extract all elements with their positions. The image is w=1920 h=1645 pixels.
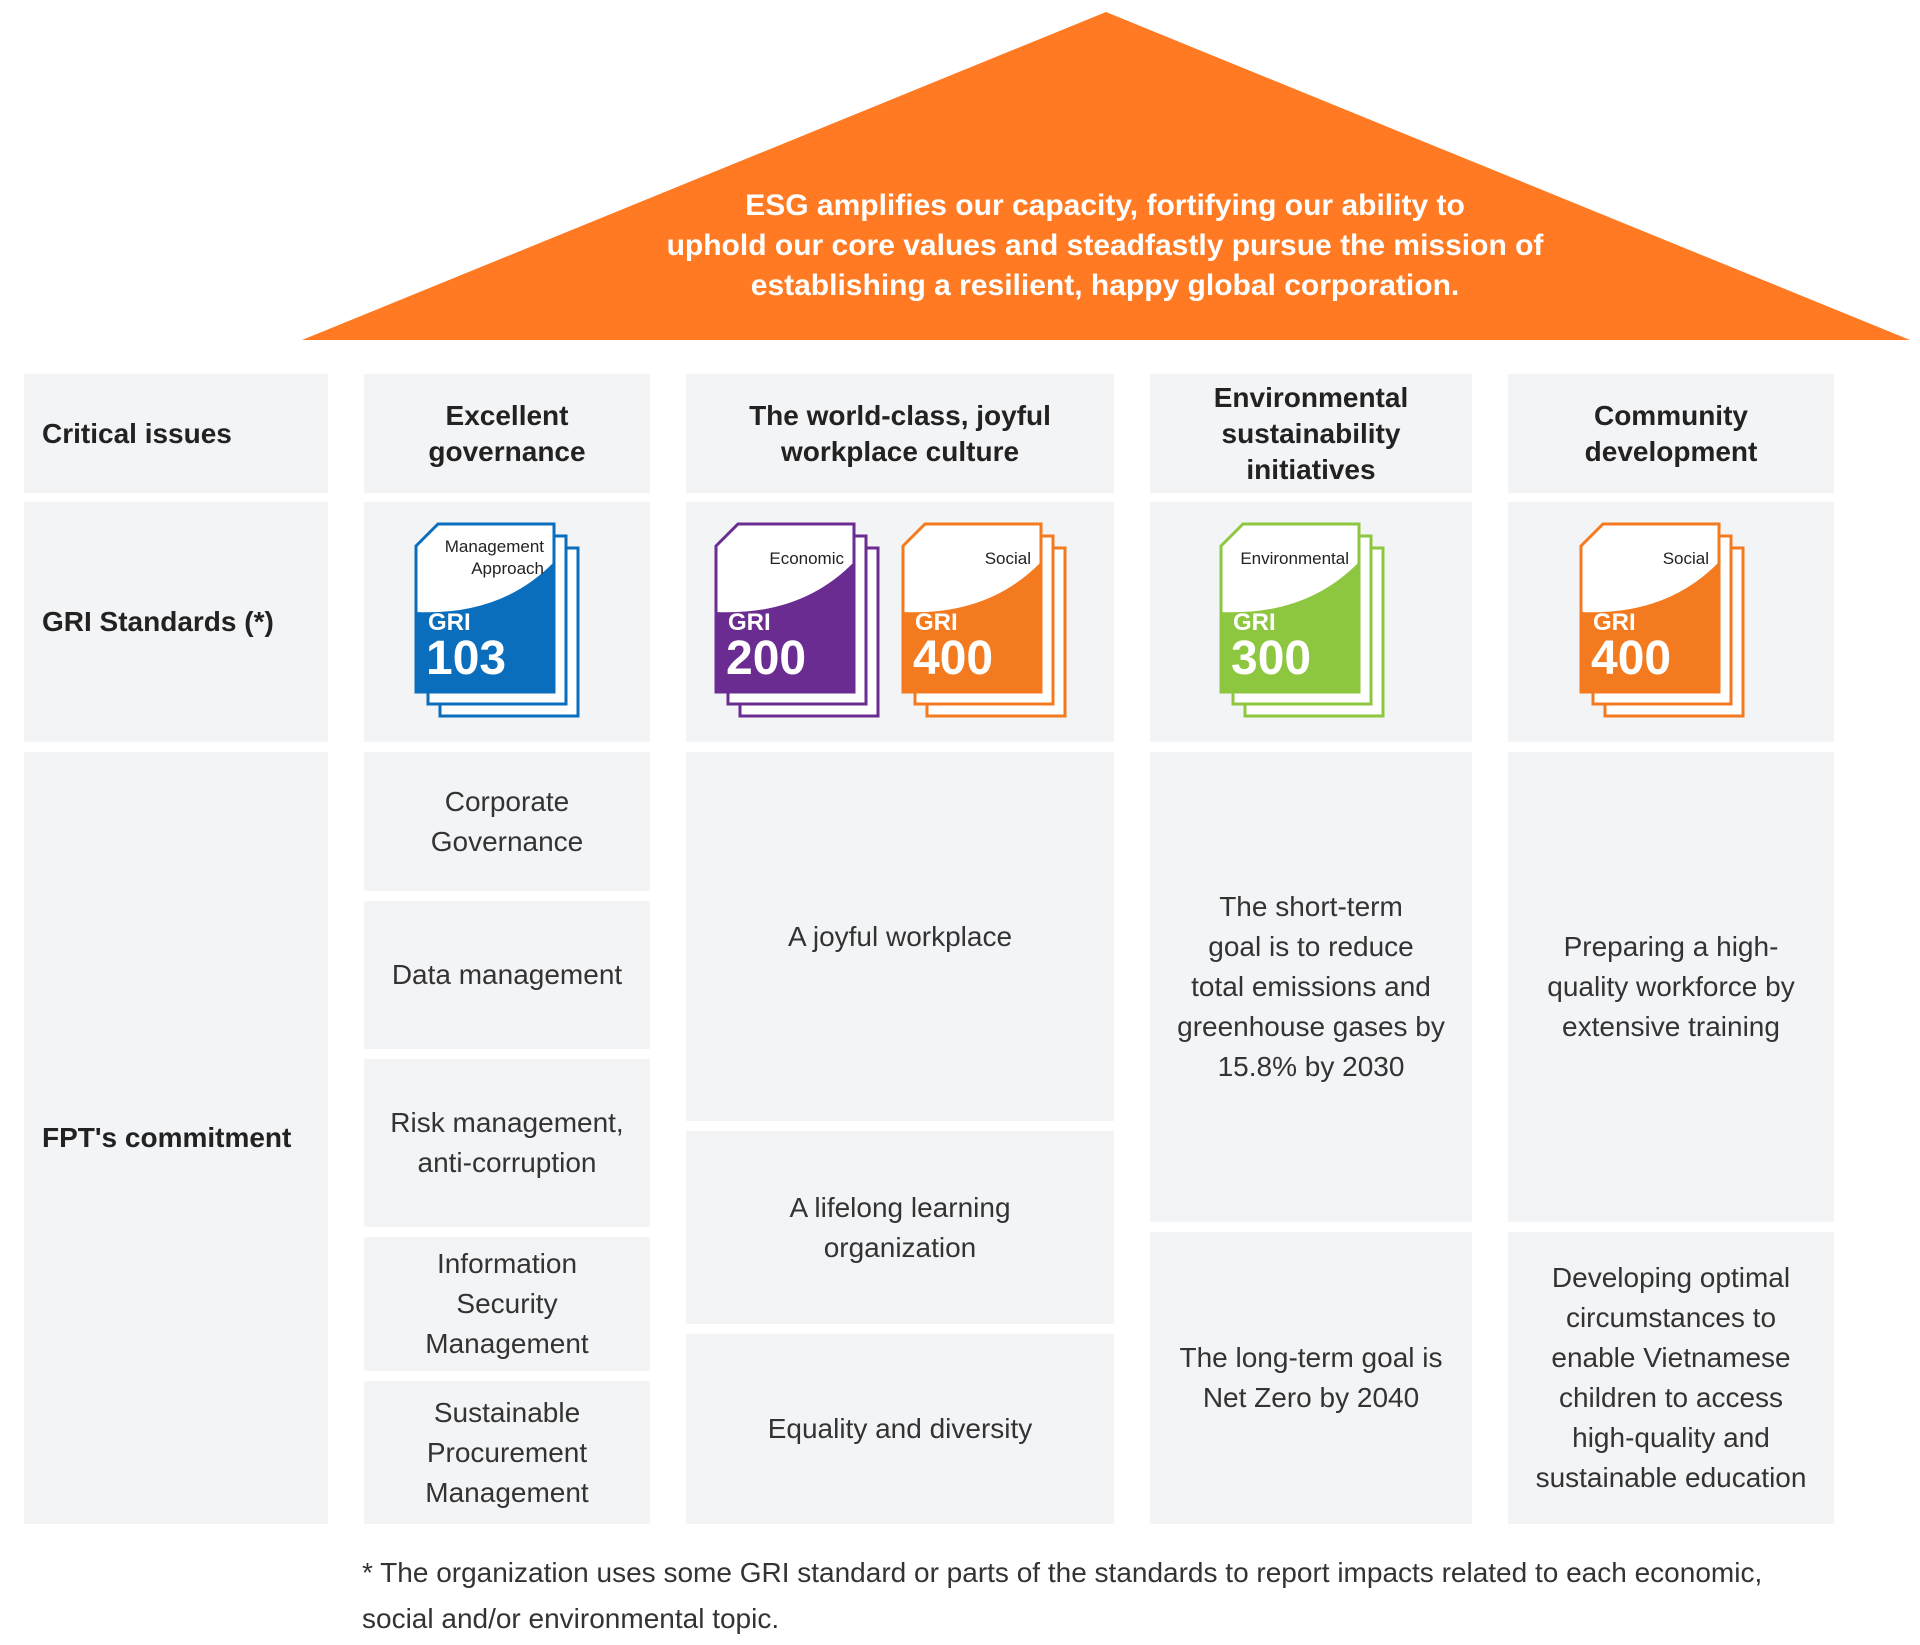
heading-line: governance [428,435,586,467]
commitment-line: Preparing a high- [1563,931,1779,962]
gri-word: GRI [428,609,471,636]
commitment-line: Net Zero by 2040 [1202,1382,1420,1413]
footnote-line: social and/or environmental topic. [362,1603,780,1634]
heading-line: development [1584,435,1758,467]
commitment-line: greenhouse gases by [1177,1011,1445,1042]
commitment-line: children to access [1558,1382,1784,1413]
commitment-line: Risk management, [390,1107,624,1138]
commitment-line: Procurement [426,1436,588,1468]
commitment-line: enable Vietnamese [1551,1342,1791,1373]
commitment-line: circumstances to [1565,1302,1777,1333]
gri-color-band [903,562,1041,692]
gri-color-band [416,562,554,692]
commitment-line: The short-term [1219,891,1403,922]
row-label-text: Critical issues [42,417,232,449]
commitment-line: Developing optimal [1551,1262,1791,1293]
gri-number: 103 [426,632,506,685]
row-label-gri-standards: GRI Standards (*) [24,502,328,742]
commitment-line: A joyful workplace [787,920,1013,952]
commitment-corporate-governance: Corporate Governance [364,752,650,891]
column-heading-workplace: The world-class, joyful workplace culture [686,374,1114,493]
column-heading-community: Community development [1508,374,1834,493]
heading-line: Community [1593,399,1748,431]
gri-label-text: Approach [471,559,544,578]
heading-line: Excellent [445,399,569,431]
commitment-joyful-workplace: A joyful workplace [686,752,1114,1121]
row-label-text: GRI Standards (*) [42,606,274,637]
gri-word: GRI [728,609,771,636]
gri-word: GRI [1593,609,1636,636]
commitment-line: high-quality and [1572,1422,1770,1453]
commitment-workforce-training: Preparing a high-quality workforce by ext… [1508,752,1834,1222]
commitment-risk-management: Risk management, anti-corruption [364,1059,650,1227]
gri-color-band [1581,562,1719,692]
heading-line: sustainability [1221,417,1401,449]
commitment-information-security: Information Security Management [364,1237,650,1371]
roof-line: establishing a resilient, happy global c… [750,269,1460,302]
commitment-line: The long-term goal is [1179,1342,1443,1373]
commitment-line: Information [436,1248,578,1279]
gri-label-text: Economic [769,549,844,568]
commitment-line: Management [425,1476,589,1508]
commitment-line: Security [456,1288,558,1319]
commitment-equality-diversity: Equality and diversity [686,1334,1114,1524]
gri-number: 400 [1591,632,1671,685]
commitment-line: extensive training [1562,1011,1780,1042]
gri-label-text: Social [1663,549,1709,568]
commitment-line: total emissions and [1191,971,1431,1002]
commitment-line: Management [425,1328,589,1359]
commitment-line: 15.8% by 2030 [1217,1051,1405,1082]
gri-label-text: Management [445,537,545,556]
commitment-data-management: Data management [364,901,650,1049]
commitment-line: A lifelong learning [789,1191,1011,1223]
commitment-line: goal is to reduce [1208,931,1414,962]
roof-triangle [302,12,1910,340]
commitment-line: Corporate [444,785,570,817]
commitment-line: Sustainable [433,1396,581,1428]
footnote-line: * The organization uses some GRI standar… [362,1557,1763,1588]
commitment-line: Governance [430,825,584,857]
roof-banner [302,12,1910,340]
commitment-line: Equality and diversity [767,1413,1033,1444]
roof-message: ESG amplifies our capacity, fortifying o… [560,186,1650,306]
commitment-line: anti-corruption [417,1147,597,1178]
gri-number: 200 [726,632,806,685]
heading-line: initiatives [1246,453,1376,485]
footnote: * The organization uses some GRI standar… [362,1550,1862,1642]
row-label-commitment: FPT's commitment [24,752,328,1524]
gri-label-text: Environmental [1240,549,1349,568]
gri-color-band [716,562,854,692]
commitment-long-term-goal: The long-term goal is Net Zero by 2040 [1150,1232,1472,1524]
gri-color-band [1221,562,1359,692]
roof-line: ESG amplifies our capacity, fortifying o… [745,189,1465,222]
gri-number: 300 [1231,632,1311,685]
commitment-short-term-goal: The short-term goal is to reduce total emi… [1150,752,1472,1222]
gri-word: GRI [1233,609,1276,636]
column-heading-environment: Environmental sustainability initiatives [1150,374,1472,493]
gri-label-text: Social [985,549,1031,568]
commitment-line: organization [823,1231,977,1263]
gri-number: 400 [913,632,993,685]
row-label-text: FPT's commitment [42,1122,292,1153]
heading-line: The world-class, joyful [749,399,1051,431]
heading-line: Environmental [1213,381,1409,413]
commitment-children-education: Developing optimal circumstances to enable… [1508,1232,1834,1524]
commitment-sustainable-procurement: Sustainable Procurement Management [364,1381,650,1524]
commitment-lifelong-learning: A lifelong learning organization [686,1131,1114,1324]
heading-line: workplace culture [780,435,1020,467]
gri-word: GRI [915,609,958,636]
commitment-line: sustainable education [1535,1462,1807,1493]
column-heading-governance: Excellent governance [364,374,650,493]
commitment-line: quality workforce by [1547,971,1795,1002]
commitment-line: Data management [391,959,623,990]
row-label-critical-issues: Critical issues [24,374,328,493]
roof-line: uphold our core values and steadfastly p… [666,229,1544,262]
